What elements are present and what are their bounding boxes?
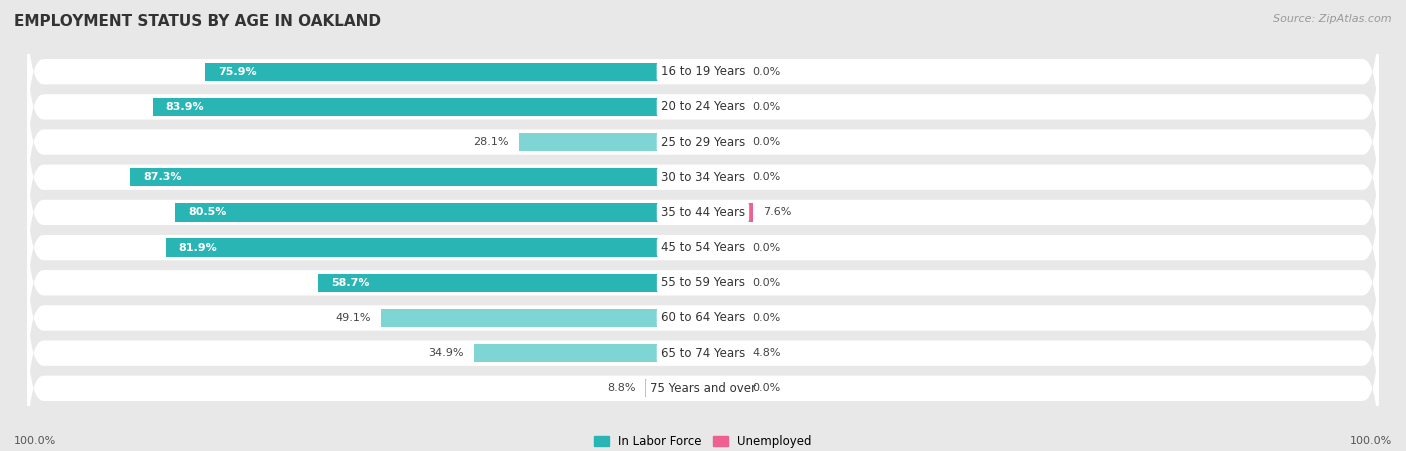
Text: 0.0%: 0.0% (752, 243, 780, 253)
Text: 100.0%: 100.0% (1350, 437, 1392, 446)
Text: 58.7%: 58.7% (330, 278, 370, 288)
Bar (381, 309, 703, 327)
FancyBboxPatch shape (27, 32, 1379, 182)
Text: 87.3%: 87.3% (143, 172, 181, 182)
Legend: In Labor Force, Unemployed: In Labor Force, Unemployed (589, 430, 817, 451)
Bar (166, 239, 703, 257)
Text: 0.0%: 0.0% (752, 172, 780, 182)
Text: 0.0%: 0.0% (752, 313, 780, 323)
FancyBboxPatch shape (27, 313, 1379, 451)
Text: 83.9%: 83.9% (166, 102, 204, 112)
FancyBboxPatch shape (27, 0, 1379, 147)
Text: 81.9%: 81.9% (179, 243, 218, 253)
Text: 100.0%: 100.0% (14, 437, 56, 446)
Text: 0.0%: 0.0% (752, 67, 780, 77)
Bar (152, 98, 703, 116)
Text: 75 Years and over: 75 Years and over (650, 382, 756, 395)
FancyBboxPatch shape (27, 243, 1379, 393)
Bar (474, 344, 703, 362)
Text: 0.0%: 0.0% (752, 278, 780, 288)
Bar (703, 274, 742, 292)
Text: 80.5%: 80.5% (188, 207, 226, 217)
Text: 45 to 54 Years: 45 to 54 Years (661, 241, 745, 254)
Text: EMPLOYMENT STATUS BY AGE IN OAKLAND: EMPLOYMENT STATUS BY AGE IN OAKLAND (14, 14, 381, 28)
Text: Source: ZipAtlas.com: Source: ZipAtlas.com (1274, 14, 1392, 23)
Bar (645, 379, 703, 397)
Text: 25 to 29 Years: 25 to 29 Years (661, 136, 745, 148)
Text: 4.8%: 4.8% (752, 348, 780, 358)
Bar (703, 133, 742, 151)
FancyBboxPatch shape (27, 278, 1379, 428)
Text: 55 to 59 Years: 55 to 59 Years (661, 276, 745, 289)
FancyBboxPatch shape (27, 102, 1379, 253)
Bar (703, 168, 742, 186)
Text: 34.9%: 34.9% (429, 348, 464, 358)
FancyBboxPatch shape (27, 207, 1379, 358)
Bar (318, 274, 703, 292)
Text: 8.8%: 8.8% (607, 383, 636, 393)
Text: 65 to 74 Years: 65 to 74 Years (661, 347, 745, 359)
Text: 0.0%: 0.0% (752, 137, 780, 147)
Bar (519, 133, 703, 151)
FancyBboxPatch shape (27, 137, 1379, 288)
Bar (703, 98, 742, 116)
Bar (703, 309, 742, 327)
Bar (174, 203, 703, 221)
Text: 28.1%: 28.1% (474, 137, 509, 147)
Bar (131, 168, 703, 186)
Text: 30 to 34 Years: 30 to 34 Years (661, 171, 745, 184)
FancyBboxPatch shape (27, 67, 1379, 217)
Bar (703, 344, 742, 362)
Text: 0.0%: 0.0% (752, 102, 780, 112)
Bar (703, 379, 742, 397)
Text: 20 to 24 Years: 20 to 24 Years (661, 101, 745, 113)
Text: 60 to 64 Years: 60 to 64 Years (661, 312, 745, 324)
Bar (703, 63, 742, 81)
Bar (703, 203, 752, 221)
Text: 16 to 19 Years: 16 to 19 Years (661, 65, 745, 78)
Text: 35 to 44 Years: 35 to 44 Years (661, 206, 745, 219)
Text: 0.0%: 0.0% (752, 383, 780, 393)
Bar (703, 239, 742, 257)
Text: 7.6%: 7.6% (762, 207, 792, 217)
Text: 49.1%: 49.1% (336, 313, 371, 323)
Bar (205, 63, 703, 81)
FancyBboxPatch shape (27, 172, 1379, 323)
Text: 75.9%: 75.9% (218, 67, 257, 77)
